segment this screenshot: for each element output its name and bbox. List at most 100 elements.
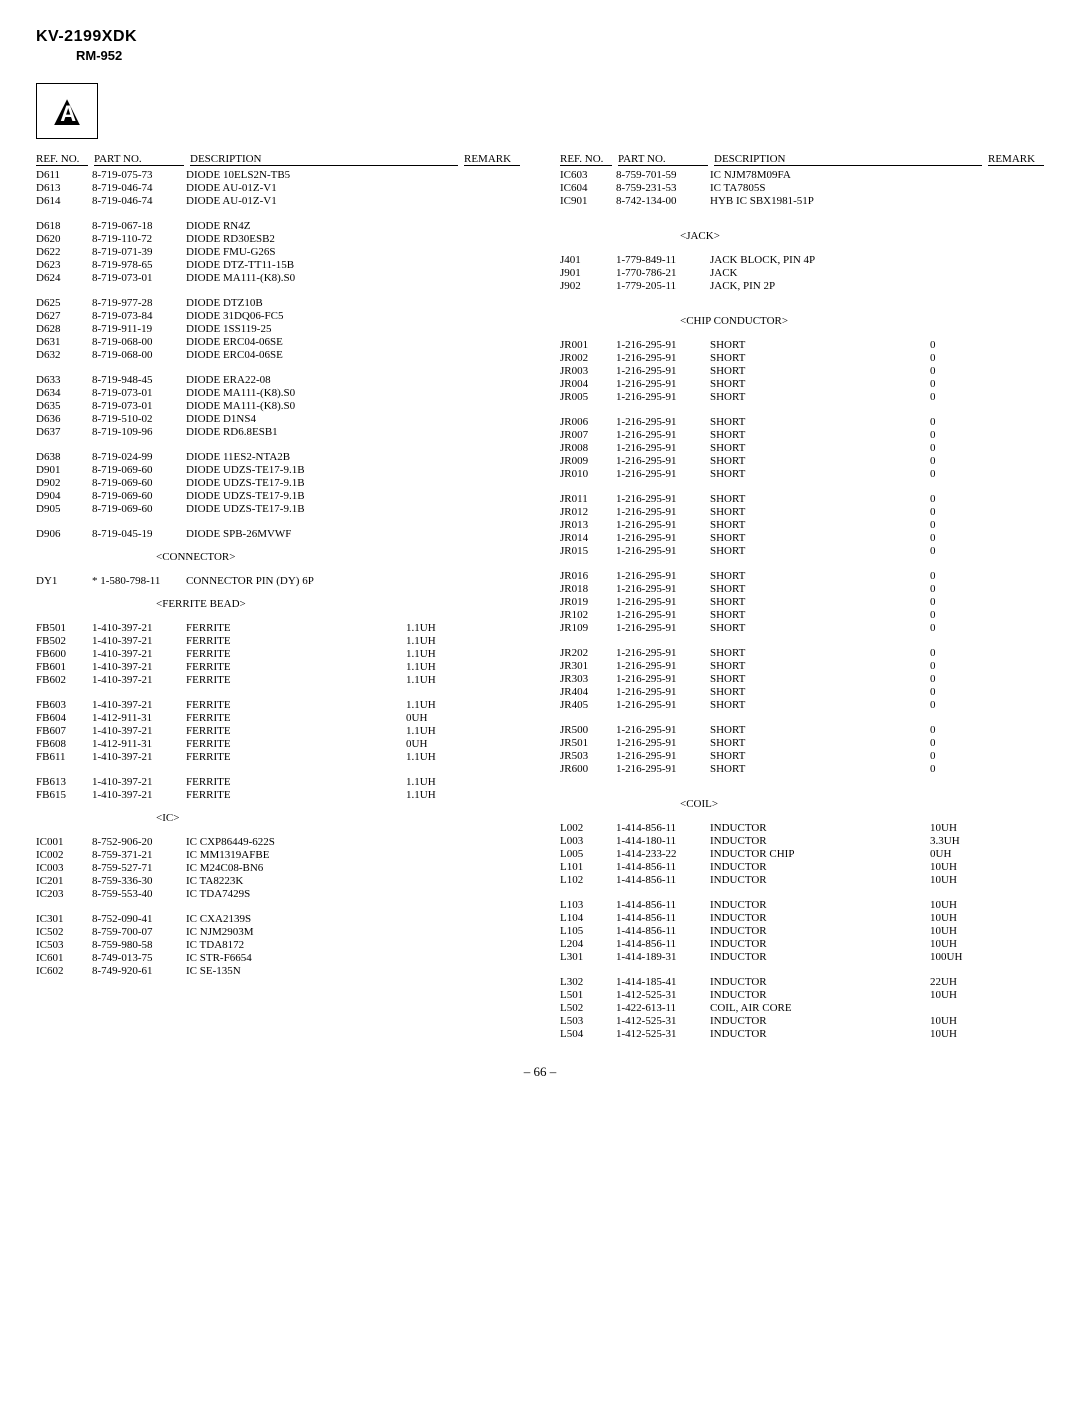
cell-remark — [460, 527, 520, 540]
cell-val — [930, 168, 984, 181]
cell-val — [930, 181, 984, 194]
cell-part: 1-216-295-91 — [616, 659, 710, 672]
cell-remark — [460, 951, 520, 964]
cell-desc: FERRITE — [186, 711, 406, 724]
cell-part: 8-719-110-72 — [92, 232, 186, 245]
cell-remark — [460, 673, 520, 686]
cell-remark — [460, 258, 520, 271]
cell-desc: DIODE 11ES2-NTA2B — [186, 450, 406, 463]
cell-val: 10UH — [930, 821, 984, 834]
table-row: FB6151-410-397-21FERRITE1.1UH — [36, 788, 520, 801]
cell-remark — [984, 698, 1044, 711]
cell-val — [406, 373, 460, 386]
cell-ref: JR001 — [560, 338, 616, 351]
cell-desc: SHORT — [710, 698, 930, 711]
right-tbody: JR0061-216-295-91SHORT0JR0071-216-295-91… — [560, 415, 1044, 480]
cell-val — [930, 253, 984, 266]
cell-ref: JR500 — [560, 723, 616, 736]
table-row: FB6071-410-397-21FERRITE1.1UH — [36, 724, 520, 737]
cell-remark — [460, 335, 520, 348]
cell-desc: JACK — [710, 266, 930, 279]
cell-ref: JR019 — [560, 595, 616, 608]
cell-part: 1-216-295-91 — [616, 531, 710, 544]
cell-ref: J902 — [560, 279, 616, 292]
cell-ref: D620 — [36, 232, 92, 245]
table-row: D9048-719-069-60DIODE UDZS-TE17-9.1B — [36, 489, 520, 502]
cell-part: 1-779-205-11 — [616, 279, 710, 292]
table-row: L0051-414-233-22INDUCTOR CHIP0UH — [560, 847, 1044, 860]
section-chip: <CHIP CONDUCTOR> — [560, 304, 1044, 338]
cell-val: 0 — [930, 595, 984, 608]
cell-val: 0 — [930, 454, 984, 467]
cell-val: 10UH — [930, 1027, 984, 1040]
table-row: JR1091-216-295-91SHORT0 — [560, 621, 1044, 634]
cell-val — [406, 874, 460, 887]
cell-remark — [984, 518, 1044, 531]
cell-part: 8-749-920-61 — [92, 964, 186, 977]
table-row: L1041-414-856-11INDUCTOR10UH — [560, 911, 1044, 924]
table-row: L5031-412-525-31INDUCTOR10UH — [560, 1014, 1044, 1027]
cell-desc: INDUCTOR — [710, 924, 930, 937]
cell-remark — [984, 467, 1044, 480]
cell-part: 1-414-233-22 — [616, 847, 710, 860]
cell-ref: IC001 — [36, 835, 92, 848]
cell-remark — [984, 834, 1044, 847]
cell-desc: DIODE UDZS-TE17-9.1B — [186, 463, 406, 476]
cell-part: 1-216-295-91 — [616, 698, 710, 711]
cell-desc: DIODE AU-01Z-V1 — [186, 181, 406, 194]
table-row: JR5001-216-295-91SHORT0 — [560, 723, 1044, 736]
cell-desc: IC NJM78M09FA — [710, 168, 930, 181]
left-column-headers: REF. NO. PART NO. DESCRIPTION REMARK — [36, 153, 520, 166]
cell-ref: JR011 — [560, 492, 616, 505]
cell-val — [930, 266, 984, 279]
cell-val: 0 — [930, 736, 984, 749]
cell-ref: FB613 — [36, 775, 92, 788]
cell-ref: FB615 — [36, 788, 92, 801]
cell-val: 0 — [930, 531, 984, 544]
cell-desc: SHORT — [710, 608, 930, 621]
cell-desc: DIODE RD6.8ESB1 — [186, 425, 406, 438]
cell-desc: SHORT — [710, 569, 930, 582]
cell-part: 8-719-977-28 — [92, 296, 186, 309]
cell-part: 1-770-786-21 — [616, 266, 710, 279]
cell-remark — [984, 821, 1044, 834]
cell-ref: IC901 — [560, 194, 616, 207]
cell-ref: D625 — [36, 296, 92, 309]
cell-desc: IC CXP86449-622S — [186, 835, 406, 848]
cell-ref: IC503 — [36, 938, 92, 951]
table-row: IC5038-759-980-58IC TDA8172 — [36, 938, 520, 951]
table-row: JR0131-216-295-91SHORT0 — [560, 518, 1044, 531]
cell-ref: JR301 — [560, 659, 616, 672]
cell-remark — [984, 659, 1044, 672]
cell-ref: IC301 — [36, 912, 92, 925]
cell-part: 8-719-068-00 — [92, 335, 186, 348]
cell-remark — [460, 425, 520, 438]
cell-part: 8-759-701-59 — [616, 168, 710, 181]
cell-val — [930, 1001, 984, 1014]
cell-part: 1-216-295-91 — [616, 415, 710, 428]
left-parts-table: D6118-719-075-73DIODE 10ELS2N-TB5D6138-7… — [36, 168, 520, 977]
section-coil: <COIL> — [560, 787, 1044, 821]
cell-remark — [460, 775, 520, 788]
cell-val: 0 — [930, 544, 984, 557]
cell-ref: FB603 — [36, 698, 92, 711]
cell-ref: L301 — [560, 950, 616, 963]
cell-desc: INDUCTOR CHIP — [710, 847, 930, 860]
table-row: IC3018-752-090-41IC CXA2139S — [36, 912, 520, 925]
cell-val — [406, 425, 460, 438]
cell-val: 22UH — [930, 975, 984, 988]
cell-val: 10UH — [930, 898, 984, 911]
cell-part: 8-719-046-74 — [92, 181, 186, 194]
cell-remark — [984, 454, 1044, 467]
cell-desc: FERRITE — [186, 621, 406, 634]
table-row: JR0061-216-295-91SHORT0 — [560, 415, 1044, 428]
cell-val: 0 — [930, 377, 984, 390]
section-ic: <IC> — [36, 801, 520, 835]
cell-val — [406, 219, 460, 232]
cell-desc: CONNECTOR PIN (DY) 6P — [186, 574, 406, 587]
cell-ref: FB502 — [36, 634, 92, 647]
cell-desc: DIODE 31DQ06-FC5 — [186, 309, 406, 322]
cell-ref: FB501 — [36, 621, 92, 634]
cell-ref: D905 — [36, 502, 92, 515]
table-row: FB5021-410-397-21FERRITE1.1UH — [36, 634, 520, 647]
